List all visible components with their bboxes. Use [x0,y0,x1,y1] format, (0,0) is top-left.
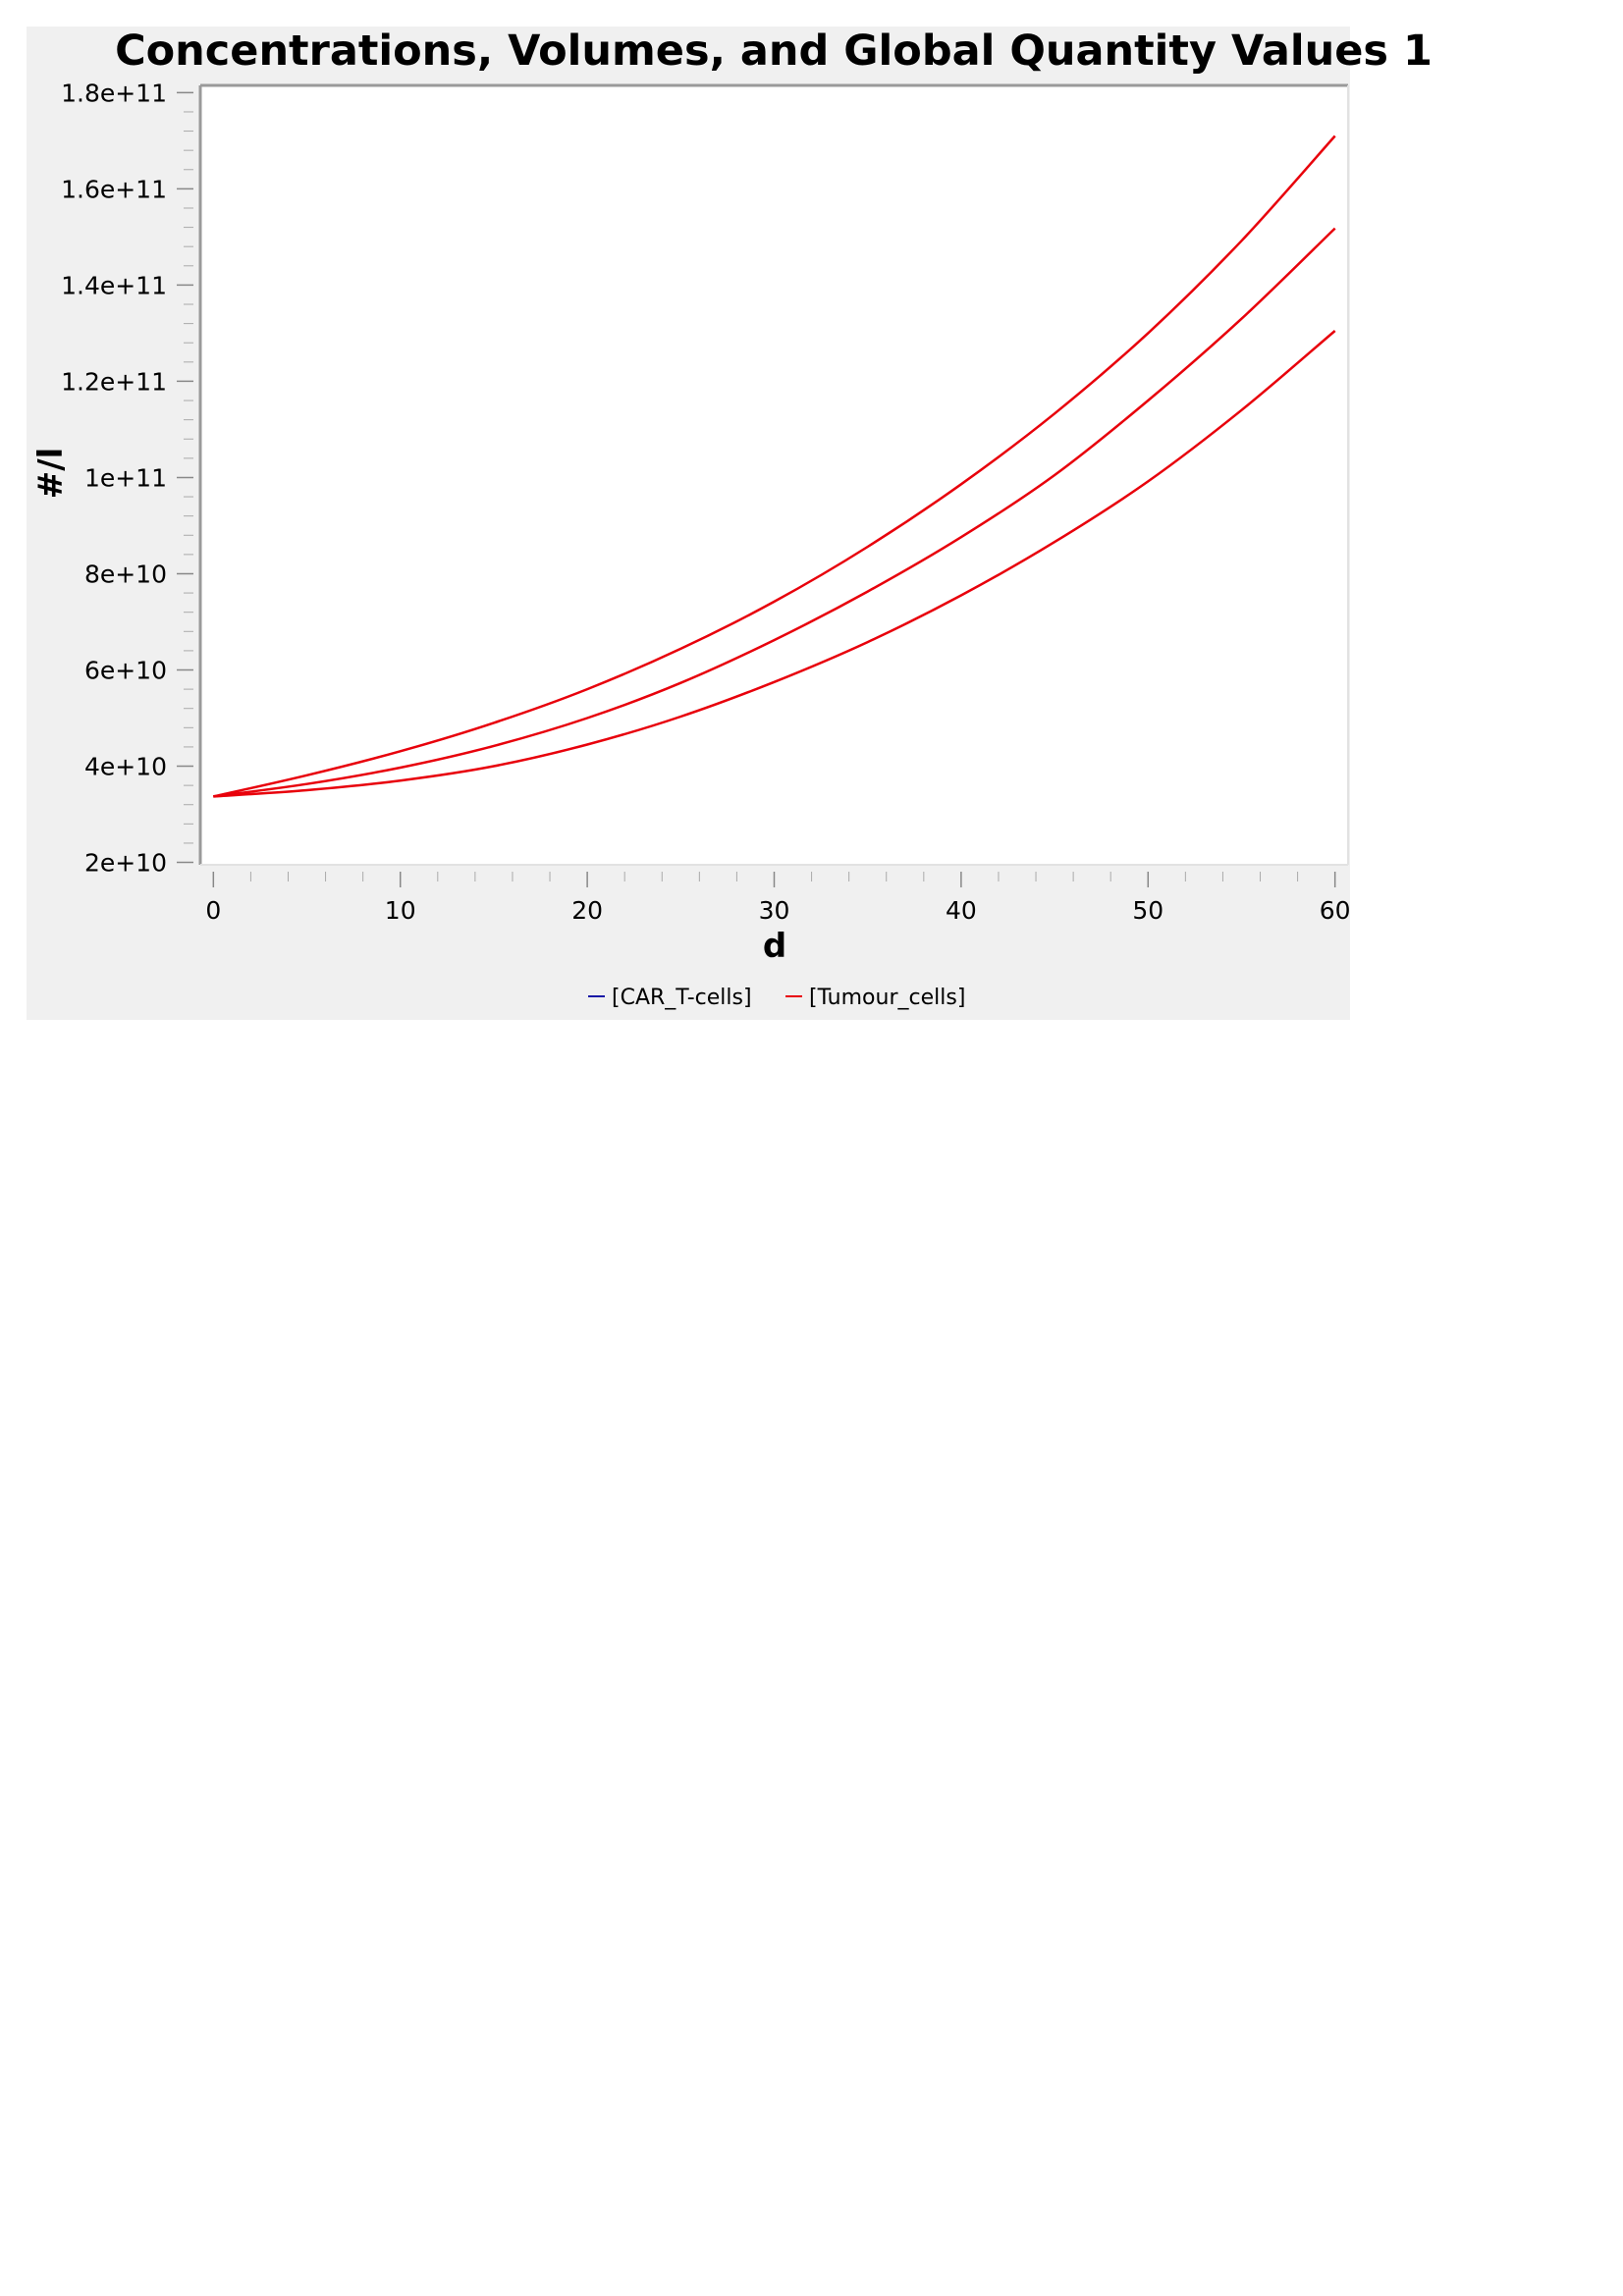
y-tick-label: 6e+10 [84,657,167,685]
x-axis-label: d [763,927,786,966]
y-tick-label: 1e+11 [84,463,167,492]
y-tick-label: 1.8e+11 [61,79,167,107]
x-tick-label: 50 [1132,896,1163,925]
legend-label-tumour-cells: [Tumour_cells] [809,986,965,1010]
y-tick-label: 1.6e+11 [61,175,167,203]
series-layer [213,134,1336,798]
y-axis-label: #/l [31,448,71,500]
chart-title: Concentrations, Volumes, and Global Quan… [115,27,1433,76]
legend: [CAR_T-cells] [Tumour_cells] [588,986,965,1010]
y-tick-label: 2e+10 [84,849,167,878]
x-tick-label: 10 [385,896,416,925]
x-axis: 0 10 20 30 40 50 60 [205,872,1351,925]
x-tick-label: 30 [759,896,790,925]
x-tick-label: 0 [205,896,221,925]
x-tick-label: 60 [1320,896,1351,925]
tumour-cells-line-2 [213,227,1336,798]
y-tick-label: 1.2e+11 [61,367,167,396]
tumour-cells-line-1 [213,134,1336,798]
plot-area [200,85,1348,865]
x-tick-label: 20 [571,896,603,925]
x-tick-label: 40 [946,896,977,925]
y-tick-label: 8e+10 [84,560,167,588]
legend-label-car-t-cells: [CAR_T-cells] [612,986,752,1010]
tumour-cells-line-3 [213,330,1336,798]
y-axis: 2e+10 4e+10 6e+10 8e+10 1e+11 1.2e+11 1.4e+11 1… [61,79,193,878]
y-tick-label: 1.4e+11 [61,271,167,299]
y-tick-label: 4e+10 [84,753,167,781]
